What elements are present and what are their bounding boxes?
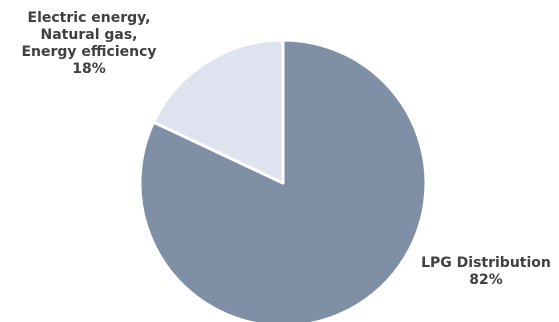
data-label-line: LPG Distribution	[421, 255, 551, 271]
data-label-line: Energy efficiency	[21, 44, 156, 60]
pie-slice-lpg-distribution	[138, 38, 428, 322]
data-label-percent: 18%	[72, 61, 106, 77]
data-label-electric-gas-efficiency: Electric energy, Natural gas, Energy effic…	[21, 10, 156, 77]
data-label-line: Electric energy,	[28, 10, 151, 26]
data-label-percent: 82%	[469, 272, 503, 288]
pie-slice-electric-gas-efficiency	[152, 38, 285, 185]
data-label-line: Natural gas,	[41, 27, 138, 43]
slices-layer	[138, 38, 428, 322]
data-label-lpg-distribution: LPG Distribution 82%	[421, 255, 551, 288]
labels-layer: LPG Distribution 82% Electric energy, Natur…	[21, 10, 550, 288]
